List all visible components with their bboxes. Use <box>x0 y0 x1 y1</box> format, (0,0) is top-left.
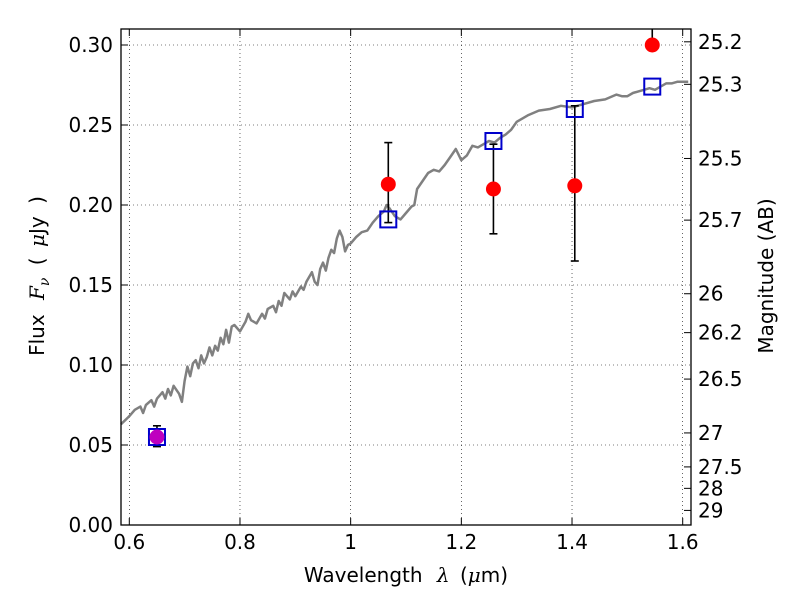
y2-tick-label: 29 <box>698 498 723 522</box>
y-tick-label: 0.00 <box>68 513 113 537</box>
y-axis-symbol-sub: ν <box>37 277 53 286</box>
observed-markers <box>149 37 660 445</box>
model-photometry-square <box>565 100 584 118</box>
y-axis-title: Flux Fν ( μJy ) <box>25 196 54 356</box>
axes-frame <box>120 28 692 526</box>
model-spectrum-line <box>120 80 689 426</box>
y2-tick-label: 26.5 <box>698 367 743 391</box>
x-axis-title-prefix: Wavelength <box>304 563 423 587</box>
y2-tick-label: 25.3 <box>698 72 743 96</box>
blend-point <box>149 429 165 445</box>
y2-tick-label: 28 <box>698 476 723 500</box>
model-photometry-square <box>643 77 662 96</box>
x-axis-unit-open: ( <box>460 563 468 587</box>
observed-point <box>485 181 501 197</box>
y-tick-label: 0.20 <box>68 193 113 217</box>
x-axis-symbol: λ <box>436 563 450 587</box>
y-tick-label: 0.25 <box>68 113 113 137</box>
x-tick-label: 1 <box>344 530 357 554</box>
y2-tick-label: 26.2 <box>698 321 743 345</box>
y-axis-unit-close: ) <box>25 196 49 204</box>
y-tick-label: 0.05 <box>68 433 113 457</box>
y2-tick-label: 26 <box>698 282 723 306</box>
x-axis-unit-mu: μ <box>468 563 481 587</box>
errorbars <box>152 29 654 448</box>
y-axis-title-prefix: Flux <box>25 314 49 356</box>
x-tick-label: 1.2 <box>445 530 477 554</box>
model-photometry-square <box>147 428 166 446</box>
x-tick-label: 1.4 <box>556 530 588 554</box>
x-tick-label: 0.6 <box>113 530 145 554</box>
x-ticks: 0.6 0.8 1 1.2 1.4 1.6 <box>113 29 699 554</box>
y-ticks: 0.00 0.05 0.10 0.15 0.20 0.25 0.30 <box>68 33 128 537</box>
model-photometry-square <box>484 132 503 150</box>
x-axis-unit-rest: m) <box>481 563 508 587</box>
grid <box>121 29 691 526</box>
observed-point <box>380 176 396 192</box>
observed-point <box>644 37 660 53</box>
y-axis-symbol: F <box>25 285 49 301</box>
y2-tick-label: 25.7 <box>698 208 743 232</box>
model-spectrum <box>120 80 689 426</box>
model-photometry-square <box>379 210 398 229</box>
y-axis-unit-mu: μ <box>25 234 49 247</box>
y-tick-label: 0.15 <box>68 273 113 297</box>
model-photometry-markers <box>147 77 662 446</box>
x-tick-label: 1.6 <box>667 530 699 554</box>
observed-point <box>567 178 583 194</box>
y-tick-label: 0.10 <box>68 353 113 377</box>
y2-tick-label: 25.5 <box>698 146 743 170</box>
y-axis-unit-rest: Jy <box>25 216 49 236</box>
y2-tick-label: 25.2 <box>698 30 743 54</box>
y-axis-unit-open: ( <box>25 257 49 265</box>
y2-tick-label: 27.5 <box>698 455 743 479</box>
x-axis-title: Wavelength λ (μm) <box>304 563 508 587</box>
x-tick-label: 0.8 <box>224 530 256 554</box>
y2-tick-label: 27 <box>698 421 723 445</box>
y-tick-label: 0.30 <box>68 33 113 57</box>
y2-axis-title: Magnitude (AB) <box>754 198 778 353</box>
plot-frame <box>120 28 692 526</box>
